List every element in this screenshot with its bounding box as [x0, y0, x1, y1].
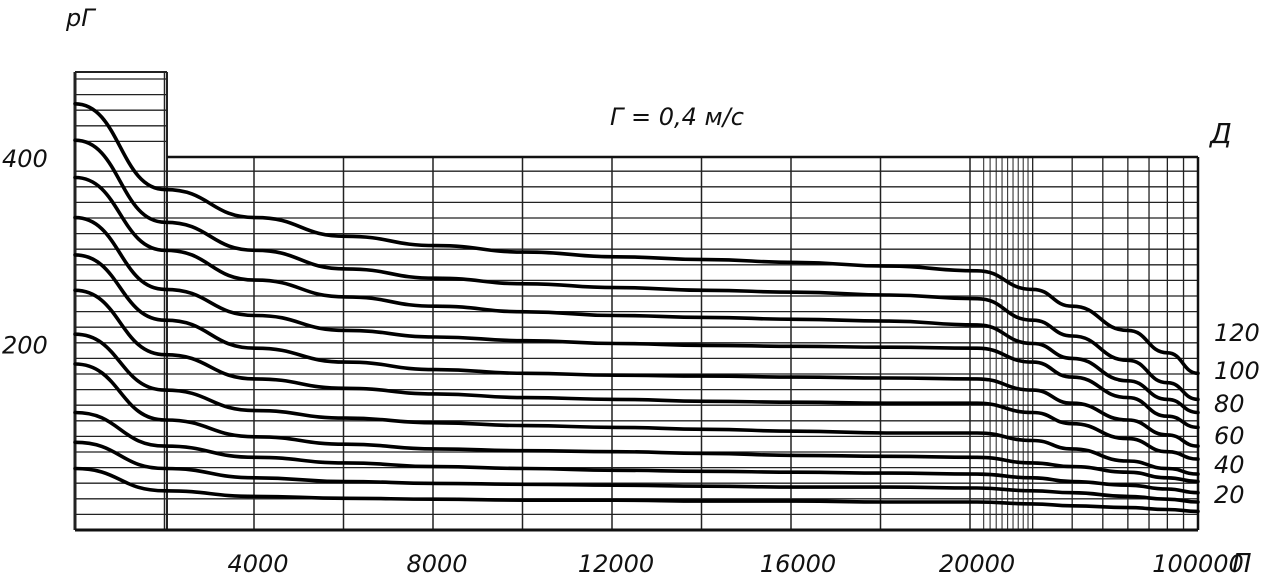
curve-7: [73, 332, 1200, 476]
curve-5: [73, 253, 1200, 448]
x-tick-label: 8000: [406, 550, 467, 575]
y-tick-label: 200: [2, 332, 48, 360]
series-label: 60: [1214, 422, 1245, 450]
series-label: 80: [1214, 390, 1245, 418]
labels: рГ Г = 0,4 м/с Д П 4000 8000 12000 16000 20000 10…: [2, 4, 1260, 575]
series-label: 20: [1214, 481, 1245, 509]
x-tick-label: 12000: [578, 550, 654, 575]
curve-1: [73, 102, 1200, 376]
curve-2: [73, 138, 1200, 402]
curve-11: [73, 466, 1200, 514]
y-tick-label: 400: [2, 145, 48, 173]
curve-10: [73, 440, 1200, 504]
x-tick-label: 20000: [939, 550, 1015, 575]
x-tick-label: 16000: [760, 550, 836, 575]
curves: [73, 102, 1200, 514]
series-label: 100: [1214, 357, 1260, 385]
chart-title: Г = 0,4 м/с: [610, 103, 744, 131]
curve-9: [73, 410, 1200, 495]
curve-3: [73, 175, 1200, 415]
x-axis-label: П: [1232, 549, 1252, 575]
series-label-heading: Д: [1208, 117, 1232, 150]
x-tick-label: 100000: [1152, 550, 1244, 575]
curve-6: [73, 288, 1200, 461]
series-label: 120: [1214, 319, 1260, 347]
curve-8: [73, 362, 1200, 484]
y-axis-label: рГ: [65, 4, 96, 32]
series-label: 40: [1214, 451, 1245, 479]
x-tick-label: 4000: [227, 550, 288, 575]
curve-4: [73, 215, 1200, 430]
